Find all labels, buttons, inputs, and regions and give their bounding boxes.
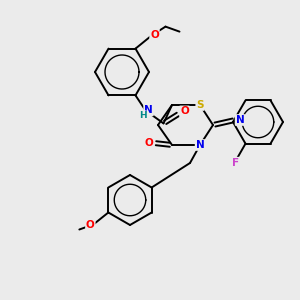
Text: O: O — [145, 138, 153, 148]
Text: N: N — [196, 140, 204, 150]
Text: O: O — [150, 30, 159, 40]
Text: H: H — [139, 111, 146, 120]
Text: O: O — [180, 106, 189, 116]
Text: O: O — [86, 220, 95, 230]
Text: N: N — [144, 105, 153, 116]
Text: F: F — [232, 158, 239, 168]
Text: N: N — [236, 115, 244, 125]
Text: S: S — [196, 100, 204, 110]
